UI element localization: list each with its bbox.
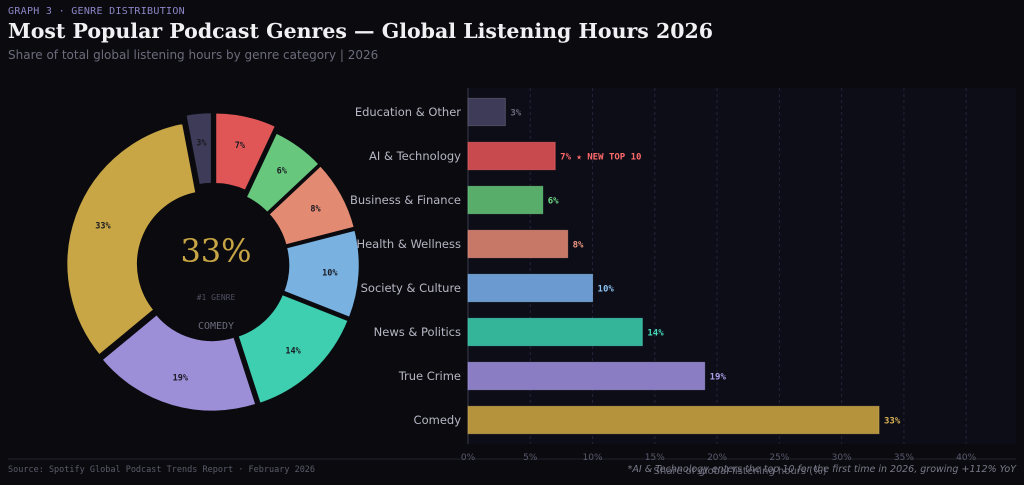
bar-business-and-finance <box>467 185 544 215</box>
category-label-ai-and-technology: AI & Technology <box>369 149 461 163</box>
donut-chart: 7% 6% 8% 10% 14% 19% 33% 3% <box>64 110 362 414</box>
bar-comedy <box>467 405 880 435</box>
bar-health-and-wellness <box>467 229 569 259</box>
donut-center-genre: COMEDY <box>198 321 234 332</box>
x-tick-label: 5% <box>523 453 538 463</box>
donut-slice-label-ai-and-technology: 7% <box>235 141 246 151</box>
bar-value-label-society-and-culture: 10% <box>598 285 615 295</box>
chart-title: Most Popular Podcast Genres — Global Lis… <box>8 19 714 43</box>
bar-chart: 0% 5% 10% 15% 20% 25% 30% 35% 40% Education & Oth… <box>350 88 977 477</box>
bar-value-label-true-crime: 19% <box>710 373 727 383</box>
x-tick-label: 35% <box>894 453 914 463</box>
bar-education-and-other <box>467 97 506 127</box>
category-label-society-and-culture: Society & Culture <box>361 281 461 295</box>
donut-slice-label-society-and-culture: 10% <box>322 268 338 278</box>
bar-news-and-politics <box>467 317 643 347</box>
category-label-true-crime: True Crime <box>398 369 461 383</box>
donut-slice-business-and-finance <box>243 130 322 216</box>
donut-slice-education-and-other <box>183 110 214 187</box>
donut-slice-comedy <box>64 121 199 358</box>
bar-value-label-comedy: 33% <box>884 417 901 427</box>
source-note: Source: Spotify Global Podcast Trends Re… <box>8 465 316 475</box>
graph-kicker: GRAPH 3 · GENRE DISTRIBUTION <box>8 6 185 17</box>
x-axis-title: Share of global listening hours (%) <box>654 466 827 477</box>
bar-value-label-ai-and-technology: 7% ★ NEW TOP 10 <box>560 153 641 163</box>
donut-center-caption: #1 GENRE <box>197 293 236 302</box>
category-label-comedy: Comedy <box>414 413 462 427</box>
donut-slice-label-business-and-finance: 6% <box>277 166 288 176</box>
x-tick-label: 40% <box>956 453 976 463</box>
category-label-business-and-finance: Business & Finance <box>350 193 461 207</box>
donut-slice-label-health-and-wellness: 8% <box>310 205 321 215</box>
donut-slice-ai-and-technology <box>213 110 278 193</box>
bar-value-label-news-and-politics: 14% <box>647 329 664 339</box>
x-tick-label: 20% <box>707 453 727 463</box>
category-label-news-and-politics: News & Politics <box>374 325 461 339</box>
x-tick-label: 30% <box>832 453 852 463</box>
category-label-health-and-wellness: Health & Wellness <box>356 237 461 251</box>
bar-true-crime <box>467 361 706 391</box>
bar-value-label-health-and-wellness: 8% <box>573 241 584 251</box>
footnote: *AI & Technology enters the top 10 for t… <box>627 464 1016 475</box>
donut-slice-society-and-culture <box>281 227 362 320</box>
donut-slice-label-education-and-other: 3% <box>196 139 207 149</box>
donut-center-value: 33% <box>180 232 251 270</box>
bar-society-and-culture <box>467 273 594 303</box>
x-tick-label: 0% <box>461 453 476 463</box>
chart-subtitle: Share of total global listening hours by… <box>8 48 379 62</box>
donut-slice-health-and-wellness <box>266 163 357 248</box>
donut-slice-label-news-and-politics: 14% <box>285 346 301 356</box>
bar-value-label-business-and-finance: 6% <box>548 197 559 207</box>
donut-slice-label-true-crime: 19% <box>173 373 189 383</box>
donut-slice-label-comedy: 33% <box>95 221 111 231</box>
donut-slice-news-and-politics <box>235 292 351 406</box>
x-tick-label: 25% <box>769 453 789 463</box>
x-tick-label: 15% <box>645 453 665 463</box>
category-label-education-and-other: Education & Other <box>355 105 461 119</box>
donut-slice-true-crime <box>99 312 259 414</box>
x-tick-label: 10% <box>583 453 603 463</box>
bar-value-label-education-and-other: 3% <box>510 109 521 119</box>
bar-panel-background <box>467 88 1016 444</box>
bar-ai-and-technology <box>467 141 556 171</box>
